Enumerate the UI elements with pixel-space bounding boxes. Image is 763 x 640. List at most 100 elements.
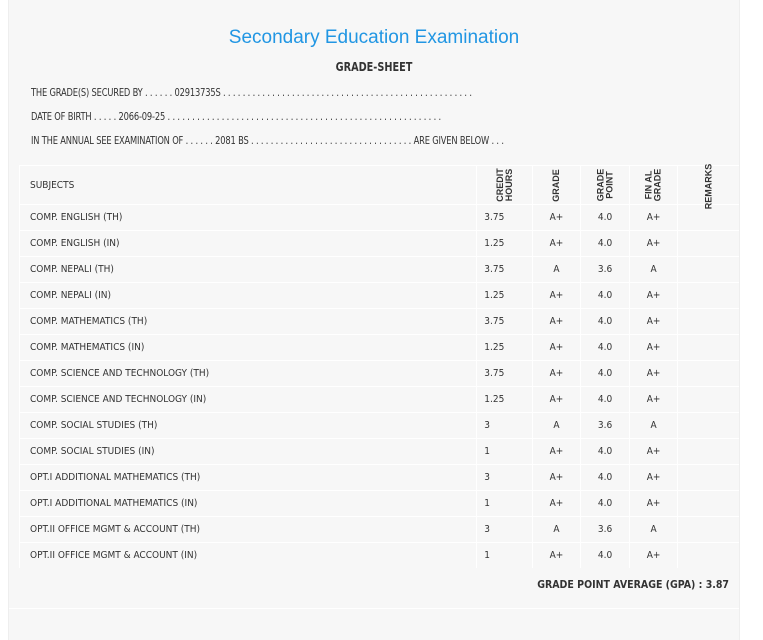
remarks-cell: [677, 464, 739, 491]
final-grade-cell: A+: [628, 386, 678, 413]
table-row: COMP. NEPALI (IN) 1.25 A+ 4.0 A+: [18, 282, 739, 309]
credit-hours-cell: 3.75: [476, 308, 533, 335]
divider: [9, 608, 739, 609]
table-row: COMP. MATHEMATICS (TH) 3.75 A+ 4.0 A+: [18, 308, 739, 335]
credit-hours-cell: 3: [476, 516, 533, 543]
remarks-cell: [677, 490, 739, 517]
grade-cell: A+: [531, 204, 581, 231]
subject-cell: COMP. SOCIAL STUDIES (IN): [18, 438, 477, 465]
table-row: COMP. SCIENCE AND TECHNOLOGY (IN) 1.25 A+ 4…: [18, 386, 739, 413]
grade-point-cell: 4.0: [580, 204, 630, 231]
grade-cell: A: [531, 256, 581, 283]
grade-point-cell: 3.6: [580, 516, 630, 543]
dob-line: DATE OF BIRTH . . . . . 2066-09-25 . . .…: [31, 111, 441, 123]
subject-cell: OPT.II OFFICE MGMT & ACCOUNT (IN): [18, 542, 477, 568]
final-grade-cell: A+: [628, 490, 678, 517]
grade-cell: A: [531, 516, 581, 543]
grade-cell: A+: [531, 334, 581, 361]
subject-cell: OPT.II OFFICE MGMT & ACCOUNT (TH): [18, 516, 477, 543]
grade-point-cell: 4.0: [580, 490, 630, 517]
grade-point-cell: 4.0: [580, 334, 630, 361]
remarks-cell: [677, 308, 739, 335]
final-grade-cell: A: [628, 412, 678, 439]
final-grade-cell: A+: [628, 230, 678, 257]
final-grade-cell: A+: [628, 360, 678, 387]
grade-cell: A+: [531, 308, 581, 335]
credit-hours-cell: 3.75: [476, 360, 533, 387]
remarks-header: REMARKS: [677, 164, 739, 209]
subject-cell: OPT.I ADDITIONAL MATHEMATICS (TH): [18, 464, 477, 491]
grades-table: SUBJECTS CREDIT HOURS GRADE GRADE POINT FI…: [18, 164, 739, 568]
grade-point-cell: 4.0: [580, 230, 630, 257]
credit-hours-cell: 1.25: [476, 334, 533, 361]
subject-cell: COMP. NEPALI (IN): [18, 282, 477, 309]
final-grade-cell: A: [628, 256, 678, 283]
grade-point-cell: 4.0: [580, 464, 630, 491]
grade-point-cell: 4.0: [580, 360, 630, 387]
grade-point-cell: 3.6: [580, 412, 630, 439]
credit-hours-cell: 1: [476, 542, 533, 568]
remarks-cell: [677, 412, 739, 439]
credit-hours-cell: 3: [476, 464, 533, 491]
table-row: COMP. SOCIAL STUDIES (IN) 1 A+ 4.0 A+: [18, 438, 739, 465]
remarks-cell: [677, 230, 739, 257]
grade-cell: A+: [531, 464, 581, 491]
credit-hours-cell: 1: [476, 438, 533, 465]
subject-cell: COMP. MATHEMATICS (IN): [18, 334, 477, 361]
remarks-cell: [677, 360, 739, 387]
subject-cell: COMP. MATHEMATICS (TH): [18, 308, 477, 335]
table-row: COMP. MATHEMATICS (IN) 1.25 A+ 4.0 A+: [18, 334, 739, 361]
table-row: OPT.II OFFICE MGMT & ACCOUNT (IN) 1 A+ 4.0 A…: [18, 542, 739, 568]
final-grade-cell: A: [628, 516, 678, 543]
exam-line: IN THE ANNUAL SEE EXAMINATION OF . . . .…: [31, 135, 504, 147]
grade-point-cell: 4.0: [580, 542, 630, 568]
grade-point-cell: 4.0: [580, 438, 630, 465]
grade-point-cell: 4.0: [580, 386, 630, 413]
grade-cell: A+: [531, 230, 581, 257]
final-grade-cell: A+: [628, 334, 678, 361]
table-row: OPT.II OFFICE MGMT & ACCOUNT (TH) 3 A 3.6 A: [18, 516, 739, 543]
grade-sheet-panel: Secondary Education Examination GRADE-SH…: [8, 0, 740, 640]
remarks-cell: [677, 386, 739, 413]
credit-hours-cell: 1.25: [476, 282, 533, 309]
grade-point-cell: 3.6: [580, 256, 630, 283]
final-grade-cell: A+: [628, 282, 678, 309]
grade-cell: A+: [531, 360, 581, 387]
remarks-cell: [677, 516, 739, 543]
credit-hours-cell: 3.75: [476, 256, 533, 283]
credit-hours-cell: 1.25: [476, 230, 533, 257]
table-row: COMP. SCIENCE AND TECHNOLOGY (TH) 3.75 A+ 4…: [18, 360, 739, 387]
subjects-header: SUBJECTS: [18, 165, 477, 205]
grade-cell: A+: [531, 282, 581, 309]
table-row: OPT.I ADDITIONAL MATHEMATICS (TH) 3 A+ 4.0 A…: [18, 464, 739, 491]
credit-hours-cell: 1: [476, 490, 533, 517]
table-header: SUBJECTS CREDIT HOURS GRADE GRADE POINT FI…: [18, 164, 739, 209]
table-row: OPT.I ADDITIONAL MATHEMATICS (IN) 1 A+ 4.0 A…: [18, 490, 739, 517]
table-row: COMP. SOCIAL STUDIES (TH) 3 A 3.6 A: [18, 412, 739, 439]
grade-point-header: GRADE POINT: [580, 165, 630, 205]
table-row: COMP. ENGLISH (TH) 3.75 A+ 4.0 A+: [18, 204, 739, 231]
subject-cell: COMP. SCIENCE AND TECHNOLOGY (TH): [18, 360, 477, 387]
grade-cell: A: [531, 412, 581, 439]
grade-cell: A+: [531, 542, 581, 568]
page-title: Secondary Education Examination: [228, 27, 520, 48]
credit-hours-cell: 1.25: [476, 386, 533, 413]
remarks-cell: [677, 334, 739, 361]
secured-by-line: THE GRADE(S) SECURED BY . . . . . . 0291…: [31, 87, 472, 99]
table-row: COMP. ENGLISH (IN) 1.25 A+ 4.0 A+: [18, 230, 739, 257]
subject-cell: COMP. ENGLISH (TH): [18, 204, 477, 231]
final-grade-cell: A+: [628, 438, 678, 465]
subject-cell: COMP. SOCIAL STUDIES (TH): [18, 412, 477, 439]
subject-cell: OPT.I ADDITIONAL MATHEMATICS (IN): [18, 490, 477, 517]
remarks-cell: [677, 204, 739, 231]
grade-point-cell: 4.0: [580, 308, 630, 335]
grade-cell: A+: [531, 386, 581, 413]
remarks-cell: [677, 282, 739, 309]
gpa-summary: GRADE POINT AVERAGE (GPA) : 3.87: [537, 579, 729, 591]
final-grade-header: FIN AL GRADE: [628, 165, 678, 205]
credit-hours-cell: 3.75: [476, 204, 533, 231]
subject-cell: COMP. NEPALI (TH): [18, 256, 477, 283]
grade-cell: A+: [531, 490, 581, 517]
final-grade-cell: A+: [628, 542, 678, 568]
final-grade-cell: A+: [628, 204, 678, 231]
